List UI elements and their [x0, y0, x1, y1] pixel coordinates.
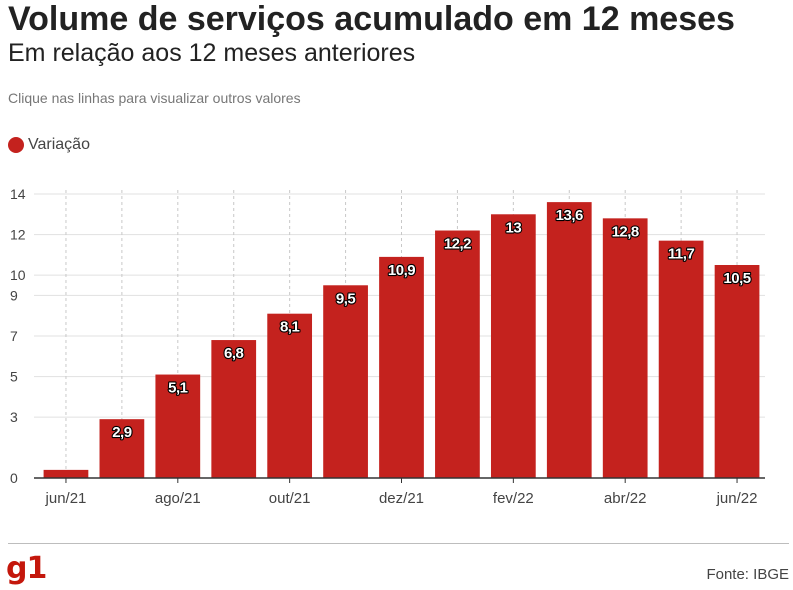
legend-label: Variação [28, 136, 90, 153]
bar [267, 313, 313, 478]
chart-subtitle: Em relação aos 12 meses anteriores [8, 39, 416, 67]
bar-value-label: 13,6 [556, 207, 583, 224]
bar-value-label: 10,5 [723, 270, 750, 287]
y-tick-label: 10 [10, 267, 26, 283]
x-tick-label: jun/21 [45, 490, 87, 507]
y-tick-label: 5 [10, 369, 18, 385]
bar [658, 240, 704, 478]
bar [490, 214, 536, 478]
x-tick-label: abr/22 [604, 490, 647, 507]
bar [546, 202, 592, 478]
source-text: Fonte: IBGE [706, 566, 789, 583]
y-tick-label: 14 [10, 186, 26, 202]
chart-title: Volume de serviços acumulado em 12 meses [8, 0, 735, 38]
bar [155, 374, 201, 478]
bar-chart: 0 3 5 7 9 10 12 14 2,9 5,1 6,8 8,1 9,5 10,9 12,2 13 13,6… [10, 186, 765, 507]
y-tick-label: 7 [10, 328, 18, 344]
bar [43, 469, 89, 478]
bar-value-label: 8,1 [280, 319, 300, 336]
bar-value-label: 12,2 [444, 236, 471, 253]
x-tick-label: ago/21 [155, 490, 201, 507]
bar-value-label: 12,8 [612, 223, 639, 240]
y-tick-label: 9 [10, 287, 18, 303]
x-tick-label: dez/21 [379, 490, 424, 507]
bar-value-label: 13 [506, 219, 522, 236]
bar-value-label: 9,5 [336, 290, 356, 307]
x-tick-label: out/21 [269, 490, 311, 507]
bar-value-label: 11,7 [668, 246, 695, 263]
bar [323, 285, 368, 478]
bar-value-label: 2,9 [112, 424, 132, 441]
legend-dot-icon [8, 137, 24, 153]
bar-value-label: 5,1 [168, 380, 188, 397]
bar [602, 218, 648, 478]
bar-value-label: 6,8 [224, 345, 244, 362]
footer-divider [8, 543, 789, 544]
x-tick-label: jun/22 [716, 490, 758, 507]
legend[interactable]: Variação [8, 136, 90, 154]
y-tick-label: 0 [10, 470, 18, 486]
bar [379, 256, 424, 478]
g1-logo: g1 [6, 551, 47, 586]
y-tick-label: 12 [10, 227, 26, 243]
bar-value-label: 10,9 [388, 262, 415, 279]
chart-hint: Clique nas linhas para visualizar outros… [8, 90, 301, 106]
bar [435, 230, 480, 478]
bar [211, 340, 257, 478]
bar [99, 419, 145, 478]
bar [714, 265, 760, 478]
y-tick-label: 3 [10, 409, 18, 425]
x-tick-label: fev/22 [493, 490, 534, 507]
